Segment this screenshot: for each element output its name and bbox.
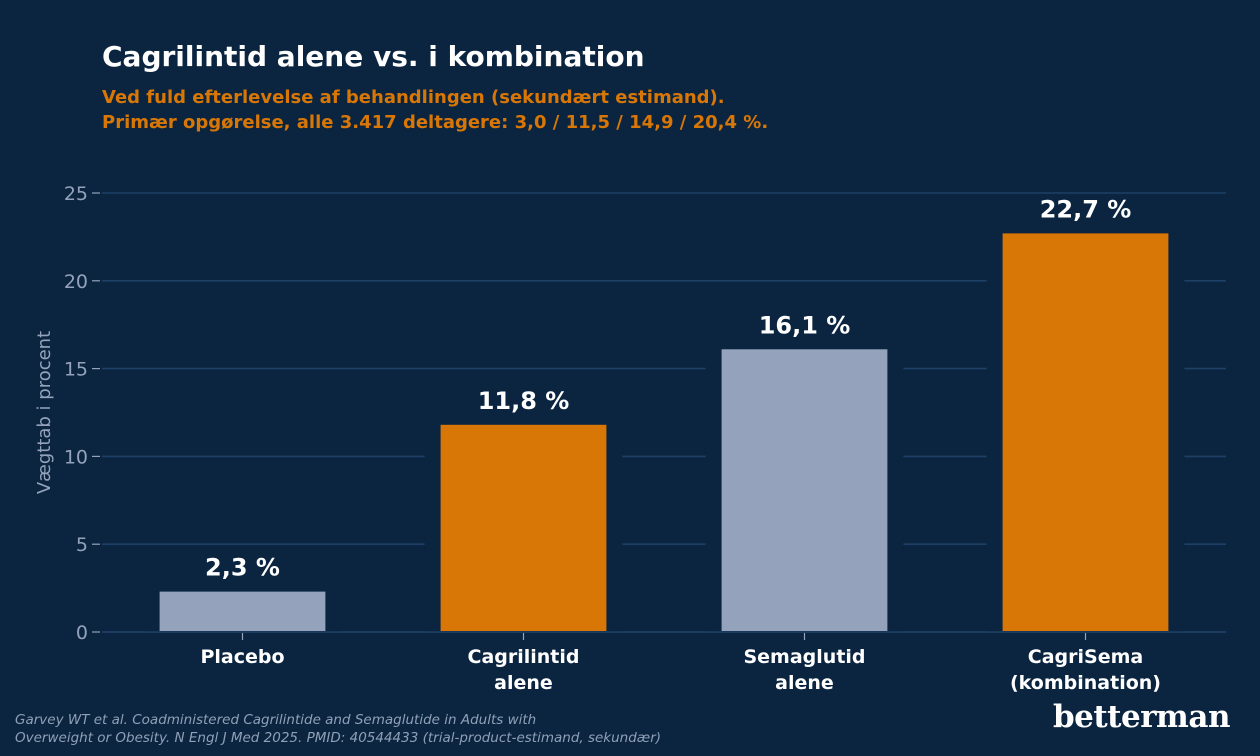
chart-subtitle: Ved fuld efterlevelse af behandlingen (s…: [102, 85, 768, 135]
bar: [440, 424, 607, 631]
y-tick-label: 20: [64, 271, 88, 293]
x-tick-label: alene: [775, 672, 834, 694]
x-tick-label: Cagrilintid: [468, 646, 580, 668]
y-tick-label: 5: [76, 534, 88, 556]
data-label: 2,3 %: [205, 554, 280, 582]
subtitle-line-2: Primær opgørelse, alle 3.417 deltagere: …: [102, 112, 769, 133]
y-tick-label: 10: [64, 446, 88, 468]
y-tick-label: 15: [64, 359, 88, 381]
chart-title: Cagrilintid alene vs. i kombination: [102, 40, 645, 73]
bar: [721, 349, 888, 631]
x-tick-label: (kombination): [1010, 672, 1161, 694]
x-tick-label: alene: [494, 672, 553, 694]
data-label: 16,1 %: [759, 311, 851, 339]
y-tick-label: 25: [64, 183, 88, 205]
bar: [1002, 233, 1169, 631]
betterman-logo: betterman: [1052, 699, 1231, 735]
source-line-2: Overweight or Obesity. N Engl J Med 2025…: [15, 730, 662, 746]
source-citation: Garvey WT et al. Coadministered Cagrilin…: [15, 711, 661, 747]
source-line-1: Garvey WT et al. Coadministered Cagrilin…: [15, 712, 537, 728]
bar: [159, 591, 326, 631]
y-axis-label: Vægttab i procent: [34, 331, 55, 494]
x-tick-label: CagriSema: [1028, 646, 1143, 668]
subtitle-line-1: Ved fuld efterlevelse af behandlingen (s…: [102, 87, 725, 108]
x-tick-label: Placebo: [200, 646, 284, 668]
data-label: 22,7 %: [1040, 195, 1132, 223]
y-tick-label: 0: [76, 622, 88, 644]
x-tick-label: Semaglutid: [743, 646, 865, 668]
data-label: 11,8 %: [478, 387, 570, 415]
